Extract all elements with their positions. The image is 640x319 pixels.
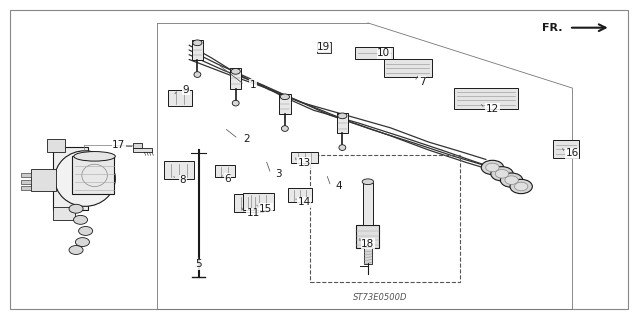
Bar	[364, 247, 372, 264]
Ellipse shape	[280, 94, 289, 100]
Text: 8: 8	[179, 175, 186, 185]
Ellipse shape	[74, 152, 115, 161]
Bar	[72, 156, 114, 195]
Text: 2: 2	[243, 134, 250, 144]
Text: 6: 6	[224, 174, 230, 183]
Ellipse shape	[481, 160, 504, 174]
Bar	[31, 169, 56, 191]
Bar	[384, 59, 432, 77]
Text: 11: 11	[246, 209, 260, 219]
Bar	[53, 207, 76, 220]
Bar	[21, 180, 31, 184]
Bar	[279, 93, 291, 114]
Ellipse shape	[486, 163, 499, 172]
Bar	[243, 193, 274, 210]
Bar	[310, 155, 461, 282]
Ellipse shape	[282, 126, 289, 131]
Ellipse shape	[505, 176, 518, 184]
Bar	[454, 88, 518, 109]
Text: FR.: FR.	[542, 23, 563, 33]
Ellipse shape	[491, 167, 513, 181]
Bar	[356, 225, 380, 249]
Text: 9: 9	[182, 85, 189, 95]
Bar	[21, 186, 31, 190]
Bar	[164, 161, 194, 179]
Bar	[53, 147, 88, 210]
Bar	[214, 165, 235, 177]
Text: 13: 13	[298, 158, 310, 168]
Ellipse shape	[500, 173, 523, 187]
Text: 18: 18	[361, 239, 374, 249]
Bar	[355, 47, 394, 59]
Text: 7: 7	[419, 77, 426, 87]
Text: 14: 14	[298, 197, 310, 207]
Ellipse shape	[339, 145, 346, 151]
Bar	[191, 40, 203, 60]
Bar	[363, 183, 373, 225]
Bar	[317, 42, 331, 53]
Ellipse shape	[231, 69, 240, 74]
Ellipse shape	[362, 179, 374, 185]
Ellipse shape	[54, 151, 115, 206]
Text: 15: 15	[259, 204, 273, 214]
Ellipse shape	[515, 182, 528, 191]
Text: 19: 19	[317, 42, 330, 52]
Text: 1: 1	[250, 80, 256, 90]
Ellipse shape	[76, 238, 90, 247]
Text: ST73E0500D: ST73E0500D	[353, 293, 408, 302]
Bar	[168, 90, 192, 106]
Bar	[230, 68, 241, 89]
Bar	[291, 152, 318, 163]
Ellipse shape	[194, 72, 201, 78]
Bar	[133, 143, 142, 148]
Bar	[288, 188, 312, 202]
Bar	[337, 113, 348, 133]
Ellipse shape	[69, 246, 83, 255]
Bar	[133, 148, 152, 152]
Bar	[553, 140, 579, 158]
Text: 5: 5	[195, 259, 202, 269]
Ellipse shape	[69, 204, 83, 213]
Ellipse shape	[495, 169, 509, 178]
Bar	[234, 195, 262, 212]
Text: 3: 3	[275, 169, 282, 179]
Text: 4: 4	[336, 182, 342, 191]
Text: 10: 10	[378, 48, 390, 58]
Ellipse shape	[193, 40, 202, 46]
Bar	[47, 139, 65, 152]
Ellipse shape	[79, 226, 93, 235]
Ellipse shape	[510, 179, 532, 194]
Text: 12: 12	[486, 104, 499, 114]
Ellipse shape	[74, 215, 88, 224]
Ellipse shape	[232, 100, 239, 106]
Text: 16: 16	[566, 148, 579, 158]
Bar	[21, 174, 31, 177]
Ellipse shape	[338, 113, 347, 119]
Text: 17: 17	[112, 140, 125, 150]
